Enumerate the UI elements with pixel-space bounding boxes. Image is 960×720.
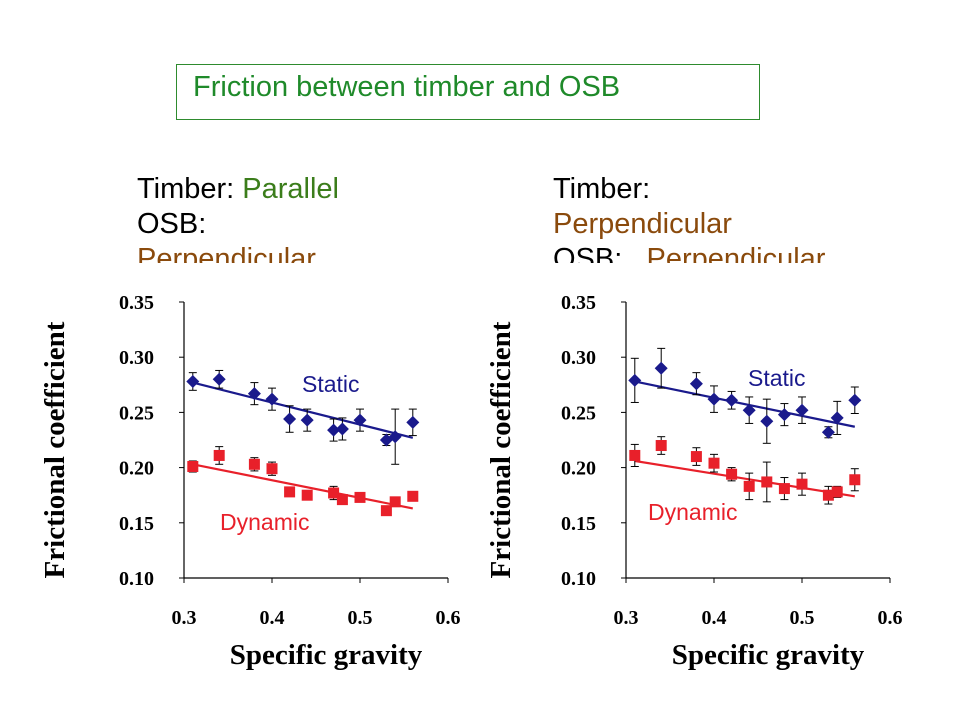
static-point: [265, 392, 279, 406]
static-point: [777, 408, 791, 422]
trend-line: [634, 380, 856, 428]
left-condition-labels: Timber: Parallel OSB: Perpendicular: [137, 172, 339, 263]
condition-line: Perpendicular: [137, 242, 339, 263]
trend-line: [192, 463, 414, 510]
dynamic-point: [655, 440, 667, 452]
series-label: Static: [748, 365, 806, 391]
condition-line: OSB: Perpendicular: [553, 242, 825, 263]
static-point: [406, 415, 420, 429]
static-point: [327, 423, 341, 437]
static-point: [725, 393, 739, 407]
condition-line: Timber: Parallel: [137, 172, 339, 207]
series-label: Dynamic: [648, 499, 737, 525]
dynamic-point: [761, 476, 773, 488]
title-box: Friction between timber and OSB: [176, 64, 760, 120]
dynamic-point: [407, 490, 419, 502]
static-point: [335, 422, 349, 436]
condition-line: Timber:: [553, 172, 825, 207]
dynamic-point: [266, 463, 278, 475]
static-point: [821, 425, 835, 439]
x-tick-label: 0.6: [436, 607, 461, 629]
x-tick-label: 0.6: [878, 607, 903, 629]
y-axis-title: Frictional coefficient: [485, 321, 517, 578]
x-tick-label: 0.5: [348, 607, 373, 629]
dynamic-point: [301, 489, 313, 501]
static-point: [830, 411, 844, 425]
condition-value: Perpendicular: [622, 243, 826, 263]
static-point: [848, 393, 862, 407]
x-axis-title: Specific gravity: [672, 639, 865, 671]
static-point: [795, 403, 809, 417]
y-tick-label: 0.10: [119, 568, 154, 590]
x-tick-label: 0.4: [702, 607, 727, 629]
dynamic-point: [187, 460, 199, 472]
static-point: [707, 392, 721, 406]
static-point: [186, 374, 200, 388]
y-tick-label: 0.20: [561, 458, 596, 480]
x-tick-label: 0.5: [790, 607, 815, 629]
dynamic-point: [778, 483, 790, 495]
y-tick-label: 0.20: [119, 458, 154, 480]
x-tick-label: 0.4: [260, 607, 285, 629]
dynamic-point: [354, 491, 366, 503]
dynamic-point: [389, 496, 401, 508]
dynamic-point: [708, 457, 720, 469]
dynamic-point: [336, 494, 348, 506]
condition-line: OSB:: [137, 207, 339, 242]
static-point: [388, 430, 402, 444]
dynamic-point: [690, 451, 702, 463]
dynamic-point: [849, 474, 861, 486]
dynamic-point: [380, 505, 392, 517]
y-tick-label: 0.15: [561, 513, 596, 535]
dynamic-point: [726, 468, 738, 480]
dynamic-point: [248, 458, 260, 470]
dynamic-point: [284, 486, 296, 498]
trend-line: [634, 459, 855, 498]
y-axis-title: Frictional coefficient: [39, 321, 71, 578]
dynamic-point: [822, 489, 834, 501]
dynamic-point: [629, 449, 641, 461]
y-tick-label: 0.35: [119, 292, 154, 314]
right-condition-labels: Timber: Perpendicular OSB: Perpendicular: [553, 172, 825, 263]
x-tick-label: 0.3: [614, 607, 639, 629]
series-label: Static: [302, 371, 360, 397]
static-point: [212, 372, 226, 386]
y-tick-label: 0.10: [561, 568, 596, 590]
static-point: [353, 413, 367, 427]
static-point: [742, 403, 756, 417]
y-tick-label: 0.30: [561, 347, 596, 369]
condition-value: Perpendicular: [137, 243, 316, 263]
dynamic-point: [213, 449, 225, 461]
condition-prefix: Timber:: [553, 173, 651, 205]
condition-value: Perpendicular: [553, 208, 732, 240]
trend-line: [192, 381, 414, 439]
static-point: [654, 361, 668, 375]
dynamic-point: [743, 480, 755, 492]
y-tick-label: 0.25: [561, 402, 596, 424]
static-point: [300, 413, 314, 427]
y-tick-label: 0.35: [561, 292, 596, 314]
dynamic-point: [328, 487, 340, 499]
condition-line: Perpendicular: [553, 207, 825, 242]
dynamic-point: [831, 486, 843, 498]
page-title: Friction between timber and OSB: [193, 71, 621, 103]
static-point: [628, 373, 642, 387]
y-tick-label: 0.25: [119, 402, 154, 424]
y-tick-label: 0.30: [119, 347, 154, 369]
static-point: [283, 412, 297, 426]
x-tick-label: 0.3: [172, 607, 197, 629]
series-label: Dynamic: [220, 509, 309, 535]
y-tick-label: 0.15: [119, 513, 154, 535]
static-point: [760, 414, 774, 428]
static-point: [247, 387, 261, 401]
condition-prefix: Timber:: [137, 173, 243, 205]
static-point: [689, 377, 703, 391]
condition-prefix: OSB:: [137, 208, 207, 240]
condition-value: Parallel: [242, 173, 339, 205]
dynamic-point: [796, 478, 808, 490]
condition-prefix: OSB:: [553, 243, 623, 263]
x-axis-title: Specific gravity: [230, 639, 423, 671]
